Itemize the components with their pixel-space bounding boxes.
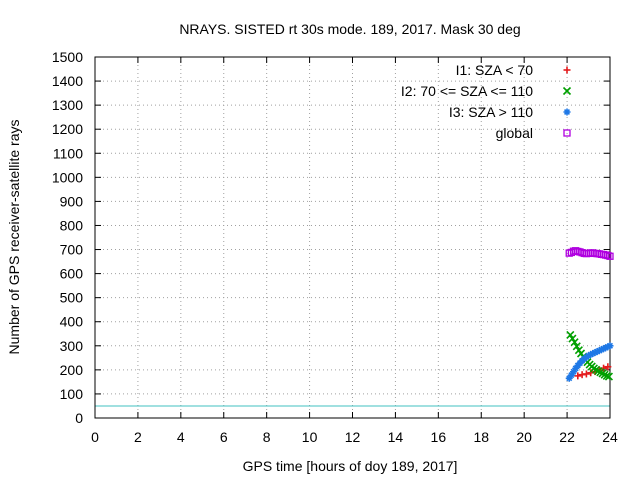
grid (95, 57, 610, 418)
data-point-plus (582, 370, 590, 378)
y-axis-label: Number of GPS receiver-satellite rays (6, 120, 22, 355)
data-point-cross (572, 342, 581, 351)
data-point-plus (604, 363, 612, 371)
x-tick-label: 0 (91, 429, 99, 445)
legend-label: I3: SZA > 110 (449, 104, 533, 120)
data-point-cross (570, 338, 579, 347)
y-tick-label: 100 (60, 386, 84, 402)
y-tick-label: 800 (60, 217, 84, 233)
data-point-square (604, 251, 612, 260)
y-tick-label: 1200 (52, 121, 83, 137)
x-tick-label: 4 (177, 429, 185, 445)
chart-title: NRAYS. SISTED rt 30s mode. 189, 2017. Ma… (179, 21, 520, 37)
y-tick-labels: 0 100 200 300 400 500 600 700 800 900 1000 1100 1200… (52, 49, 83, 426)
x-tick-label: 10 (302, 429, 318, 445)
y-tick-label: 600 (60, 266, 84, 282)
data-point-cross (602, 371, 611, 380)
x-axis-label: GPS time [hours of doy 189, 2017] (243, 458, 458, 474)
legend: I1: SZA < 70 I2: 70 <= SZA <= 110 I3: SZA … (401, 62, 572, 141)
y-tick-label: 0 (75, 410, 83, 426)
x-tick-label: 14 (388, 429, 404, 445)
legend-marker-cross (562, 86, 572, 96)
legend-marker-square (563, 129, 571, 137)
legend-label: global (496, 125, 533, 141)
data-point-square (606, 252, 614, 260)
y-tick-label: 500 (60, 290, 84, 306)
x-tick-labels: 0 2 4 6 8 10 12 14 16 18 20 22 24 (91, 429, 618, 445)
y-tick-label: 400 (60, 314, 84, 330)
y-tick-label: 200 (60, 362, 84, 378)
x-tick-label: 18 (473, 429, 489, 445)
x-tick-label: 22 (559, 429, 575, 445)
y-tick-label: 300 (60, 338, 84, 354)
legend-marker-plus (563, 66, 571, 74)
y-tick-label: 1500 (52, 49, 83, 65)
legend-label: I2: 70 <= SZA <= 110 (401, 83, 533, 99)
series-square (565, 247, 614, 260)
x-tick-label: 2 (134, 429, 142, 445)
data-point-plus (574, 372, 582, 380)
x-tick-label: 6 (220, 429, 228, 445)
y-tick-label: 1100 (53, 145, 83, 161)
x-tick-label: 24 (602, 429, 618, 445)
y-tick-label: 1000 (52, 169, 83, 185)
y-tick-label: 700 (60, 242, 84, 258)
x-tick-label: 16 (431, 429, 447, 445)
legend-marker-star (563, 108, 571, 116)
data-series (565, 247, 614, 382)
legend-label: I1: SZA < 70 (456, 62, 534, 78)
x-tick-label: 20 (516, 429, 532, 445)
x-tick-label: 8 (263, 429, 271, 445)
y-tick-label: 900 (60, 193, 84, 209)
series-star (565, 342, 614, 382)
y-tick-label: 1300 (52, 97, 83, 113)
y-tick-label: 1400 (52, 73, 83, 89)
data-point-star (606, 342, 614, 350)
data-point-cross (604, 372, 613, 381)
x-tick-label: 12 (345, 429, 361, 445)
